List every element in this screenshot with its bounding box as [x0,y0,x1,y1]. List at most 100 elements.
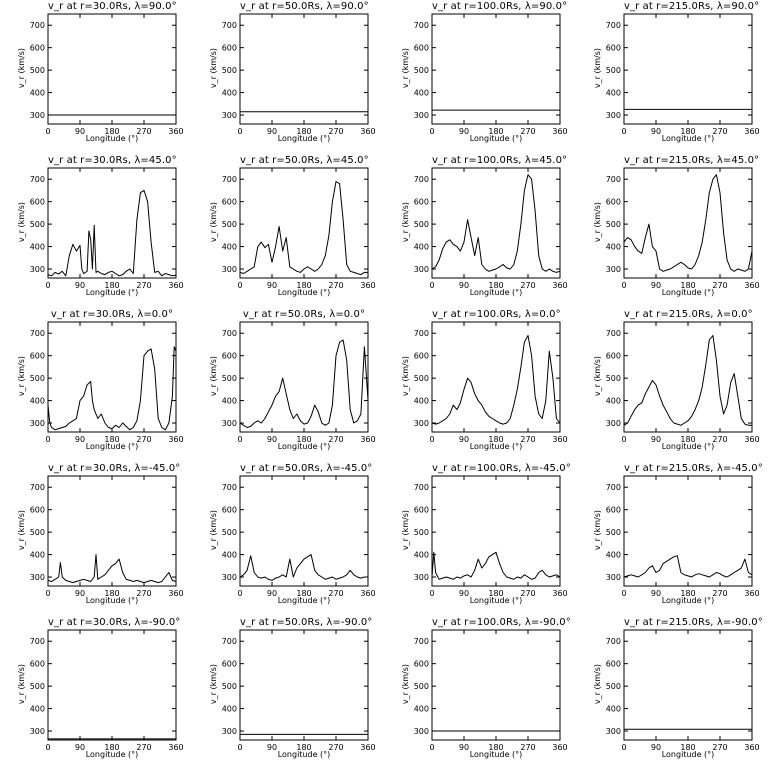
chart-panel: v_r at r=30.0Rs, λ=-45.0° v_r (km/s) Longi… [0,462,192,616]
y-tick-label: 700 [222,175,237,184]
y-tick-label: 500 [30,374,45,383]
y-tick-label: 700 [222,483,237,492]
x-tick-label: 180 [488,589,503,598]
y-tick-label: 300 [222,265,237,274]
y-tick-label: 500 [30,528,45,537]
y-tick-label: 400 [30,243,45,252]
y-tick-label: 700 [222,329,237,338]
x-tick-label: 360 [552,127,567,136]
x-tick-label: 270 [712,281,727,290]
x-tick-label: 180 [680,127,695,136]
y-tick-label: 700 [606,329,621,338]
plot-frame [239,321,369,433]
x-axis-label: Longitude (°) [661,134,715,143]
y-tick-label: 300 [30,419,45,428]
x-tick-label: 360 [744,743,759,752]
plot-frame [47,475,177,587]
y-tick-label: 700 [606,175,621,184]
x-tick-label: 270 [520,589,535,598]
x-tick-label: 180 [488,743,503,752]
panel-title: v_r at r=50.0Rs, λ=45.0° [240,155,369,166]
y-tick-label: 700 [414,483,429,492]
y-tick-label: 400 [606,705,621,714]
x-tick-label: 90 [459,589,469,598]
x-tick-label: 90 [459,127,469,136]
panel-title: v_r at r=215.0Rs, λ=0.0° [624,309,753,320]
data-series-line [431,551,561,580]
x-tick-label: 180 [488,127,503,136]
plot-svg: 300 400 500 600 700 0 90 180 270 360 [30,321,184,444]
x-tick-label: 360 [168,589,183,598]
x-tick-label: 180 [104,435,119,444]
panel-title: v_r at r=30.0Rs, λ=-90.0° [48,617,181,628]
plot-frame [239,629,369,741]
plot-frame [623,475,753,587]
x-tick-label: 360 [360,743,375,752]
chart-panel: v_r at r=215.0Rs, λ=-45.0° v_r (km/s) Long… [576,462,768,616]
plot-svg: 300 400 500 600 700 0 90 180 270 360 [606,321,760,444]
y-tick-label: 500 [414,220,429,229]
data-series-line [47,554,177,584]
x-tick-label: 270 [712,435,727,444]
panel-title: v_r at r=50.0Rs, λ=90.0° [240,1,369,12]
y-tick-label: 600 [30,44,45,53]
y-tick-label: 300 [30,111,45,120]
x-tick-label: 0 [237,281,242,290]
x-tick-label: 90 [267,743,277,752]
x-axis-label: Longitude (°) [277,596,331,605]
x-axis-label: Longitude (°) [469,750,523,759]
x-tick-label: 360 [168,743,183,752]
y-tick-label: 300 [222,419,237,428]
y-tick-label: 600 [414,198,429,207]
chart-panel: v_r at r=50.0Rs, λ=0.0° v_r (km/s) Longitu… [192,308,384,462]
x-tick-label: 90 [267,127,277,136]
plot-frame [431,629,561,741]
x-tick-label: 90 [651,127,661,136]
y-tick-label: 400 [414,89,429,98]
y-tick-label: 400 [222,551,237,560]
y-tick-label: 600 [222,198,237,207]
plot-svg: 300 400 500 600 700 0 90 180 270 360 [606,167,760,290]
x-axis-label: Longitude (°) [277,442,331,451]
x-tick-label: 0 [237,435,242,444]
y-tick-label: 600 [222,352,237,361]
plot-frame [47,13,177,125]
x-tick-label: 90 [267,435,277,444]
x-tick-label: 360 [552,743,567,752]
y-tick-label: 500 [222,220,237,229]
y-tick-label: 700 [606,483,621,492]
y-tick-label: 600 [222,660,237,669]
data-series-line [431,174,561,273]
x-tick-label: 180 [680,743,695,752]
plot-frame [239,475,369,587]
x-tick-label: 180 [296,127,311,136]
x-tick-label: 0 [45,743,50,752]
x-tick-label: 180 [104,589,119,598]
x-tick-label: 90 [651,743,661,752]
x-tick-label: 180 [104,281,119,290]
y-tick-label: 400 [606,551,621,560]
chart-panel: v_r at r=30.0Rs, λ=-90.0° v_r (km/s) Longi… [0,616,192,770]
x-tick-label: 180 [104,743,119,752]
chart-panel: v_r at r=215.0Rs, λ=-90.0° v_r (km/s) Long… [576,616,768,770]
chart-panel: v_r at r=215.0Rs, λ=90.0° v_r (km/s) Longi… [576,0,768,154]
x-tick-label: 0 [237,589,242,598]
x-tick-label: 0 [429,127,434,136]
plot-frame [47,629,177,741]
x-tick-label: 270 [712,743,727,752]
x-tick-label: 180 [296,589,311,598]
x-tick-label: 90 [75,435,85,444]
y-tick-label: 400 [414,705,429,714]
x-tick-label: 270 [136,589,151,598]
y-tick-label: 700 [30,483,45,492]
y-tick-label: 700 [606,21,621,30]
x-tick-label: 270 [328,435,343,444]
x-tick-label: 180 [680,281,695,290]
y-tick-label: 500 [30,220,45,229]
y-tick-label: 500 [606,374,621,383]
x-tick-label: 270 [712,589,727,598]
x-tick-label: 360 [744,127,759,136]
chart-panel: v_r at r=50.0Rs, λ=45.0° v_r (km/s) Longit… [192,154,384,308]
y-tick-label: 500 [606,66,621,75]
